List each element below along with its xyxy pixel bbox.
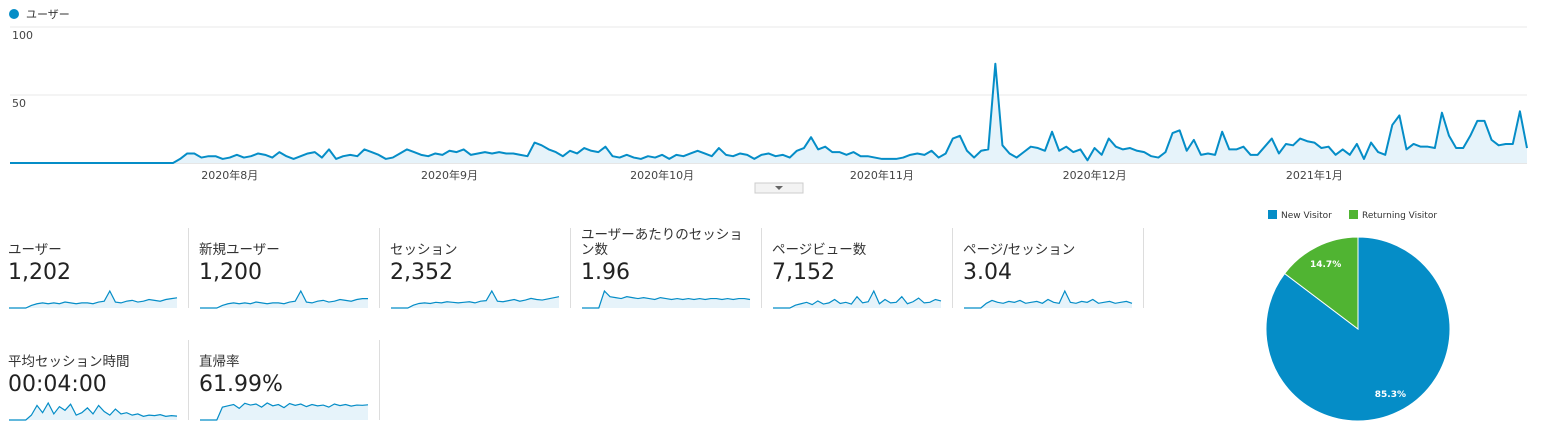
sparkline-line: [200, 402, 369, 421]
sparkline-area: [773, 291, 941, 308]
y-tick-label: 100: [12, 29, 33, 42]
legend-marker: [9, 9, 19, 19]
collapse-button[interactable]: [754, 182, 804, 194]
sparkline: [773, 289, 942, 309]
metric-label: ページ/セッション: [963, 228, 1135, 258]
x-tick-label: 2020年12月: [1063, 168, 1127, 182]
metric-label-text: 新規ユーザー: [199, 242, 280, 258]
sparkline: [391, 289, 560, 309]
collapse-arrow[interactable]: [775, 186, 783, 190]
area: [10, 63, 1527, 163]
metric-label: ページビュー数: [772, 228, 944, 258]
metric-label-text: 直帰率: [199, 354, 240, 370]
sparkline-area: [9, 403, 177, 420]
metric-value: 3.04: [963, 260, 1012, 285]
metric-label: ユーザーあたりのセッション数: [581, 228, 753, 258]
sparkline-line: [200, 289, 368, 309]
metric[interactable]: ページビュー数 7,152: [772, 228, 953, 309]
sparkline-line: [9, 401, 178, 421]
legend-label: New Visitor: [1281, 211, 1332, 221]
line: [10, 62, 1528, 164]
metric-label: 平均セッション時間: [8, 340, 180, 370]
sparkline: [964, 289, 1133, 309]
x-tick-label: 2020年10月: [630, 168, 694, 182]
x-tick-label: 2020年11月: [850, 168, 914, 182]
sparkline: [582, 289, 751, 309]
metric-label-text: ページ/セッション: [963, 242, 1076, 258]
x-tick-label: 2021年1月: [1286, 168, 1343, 182]
sparkline-area: [200, 403, 368, 420]
sparkline-line: [582, 289, 751, 309]
metric-value: 1,200: [199, 260, 262, 285]
sparkline-area: [391, 291, 559, 308]
legend-swatch: [1349, 210, 1358, 219]
metric[interactable]: ユーザーあたりのセッション数 1.96: [581, 228, 762, 309]
metric-value: 7,152: [772, 260, 835, 285]
metric[interactable]: セッション 2,352: [390, 228, 571, 309]
metric[interactable]: 新規ユーザー 1,200: [199, 228, 380, 309]
metric-label: 直帰率: [199, 340, 371, 370]
metric-label-text: ページビュー数: [772, 242, 867, 258]
sparkline-line: [964, 289, 1133, 309]
legend-label: Returning Visitor: [1362, 211, 1437, 221]
metric-label: ユーザー: [8, 228, 180, 258]
metric[interactable]: ページ/セッション 3.04: [963, 228, 1144, 309]
slice-label: 85.3%: [1375, 390, 1406, 400]
metric-label-text: ユーザーあたりのセッション数: [581, 227, 743, 258]
metric-value: 1,202: [8, 260, 71, 285]
sparkline: [200, 402, 369, 421]
metric-label: セッション: [390, 228, 562, 258]
sparkline-line: [9, 289, 178, 309]
metric[interactable]: 直帰率 61.99%: [199, 340, 380, 421]
metric[interactable]: 平均セッション時間 00:04:00: [8, 340, 189, 421]
slice-label: 14.7%: [1310, 260, 1341, 270]
sparkline-line: [773, 289, 942, 309]
metric-label-text: ユーザー: [8, 242, 62, 258]
sparkline-line: [391, 289, 560, 309]
metric-value: 2,352: [390, 260, 453, 285]
sparkline-area: [582, 291, 750, 308]
metric-value: 00:04:00: [8, 372, 107, 397]
metric-label: 新規ユーザー: [199, 228, 371, 258]
legend-swatch: [1268, 210, 1277, 219]
legend-label: ユーザー: [26, 8, 70, 21]
sparkline: [200, 289, 368, 309]
metric-value: 1.96: [581, 260, 630, 285]
x-tick-label: 2020年9月: [421, 168, 478, 182]
metric[interactable]: ユーザー 1,202: [8, 228, 189, 309]
x-tick-label: 2020年8月: [201, 168, 258, 182]
metric-label-text: セッション: [390, 242, 458, 258]
sparkline: [9, 289, 178, 309]
y-tick-label: 50: [12, 97, 26, 110]
pie-slice: [1283, 236, 1359, 331]
metric-value: 61.99%: [199, 372, 283, 397]
sparkline: [9, 401, 178, 421]
metric-label-text: 平均セッション時間: [8, 354, 130, 370]
